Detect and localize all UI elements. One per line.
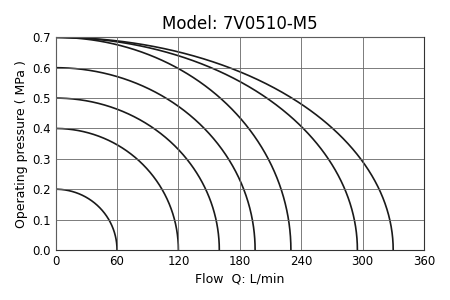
Y-axis label: Operating pressure ( MPa ): Operating pressure ( MPa ) [15,60,28,228]
X-axis label: Flow  Q: L/min: Flow Q: L/min [195,272,284,285]
Title: Model: 7V0510-M5: Model: 7V0510-M5 [162,15,318,33]
